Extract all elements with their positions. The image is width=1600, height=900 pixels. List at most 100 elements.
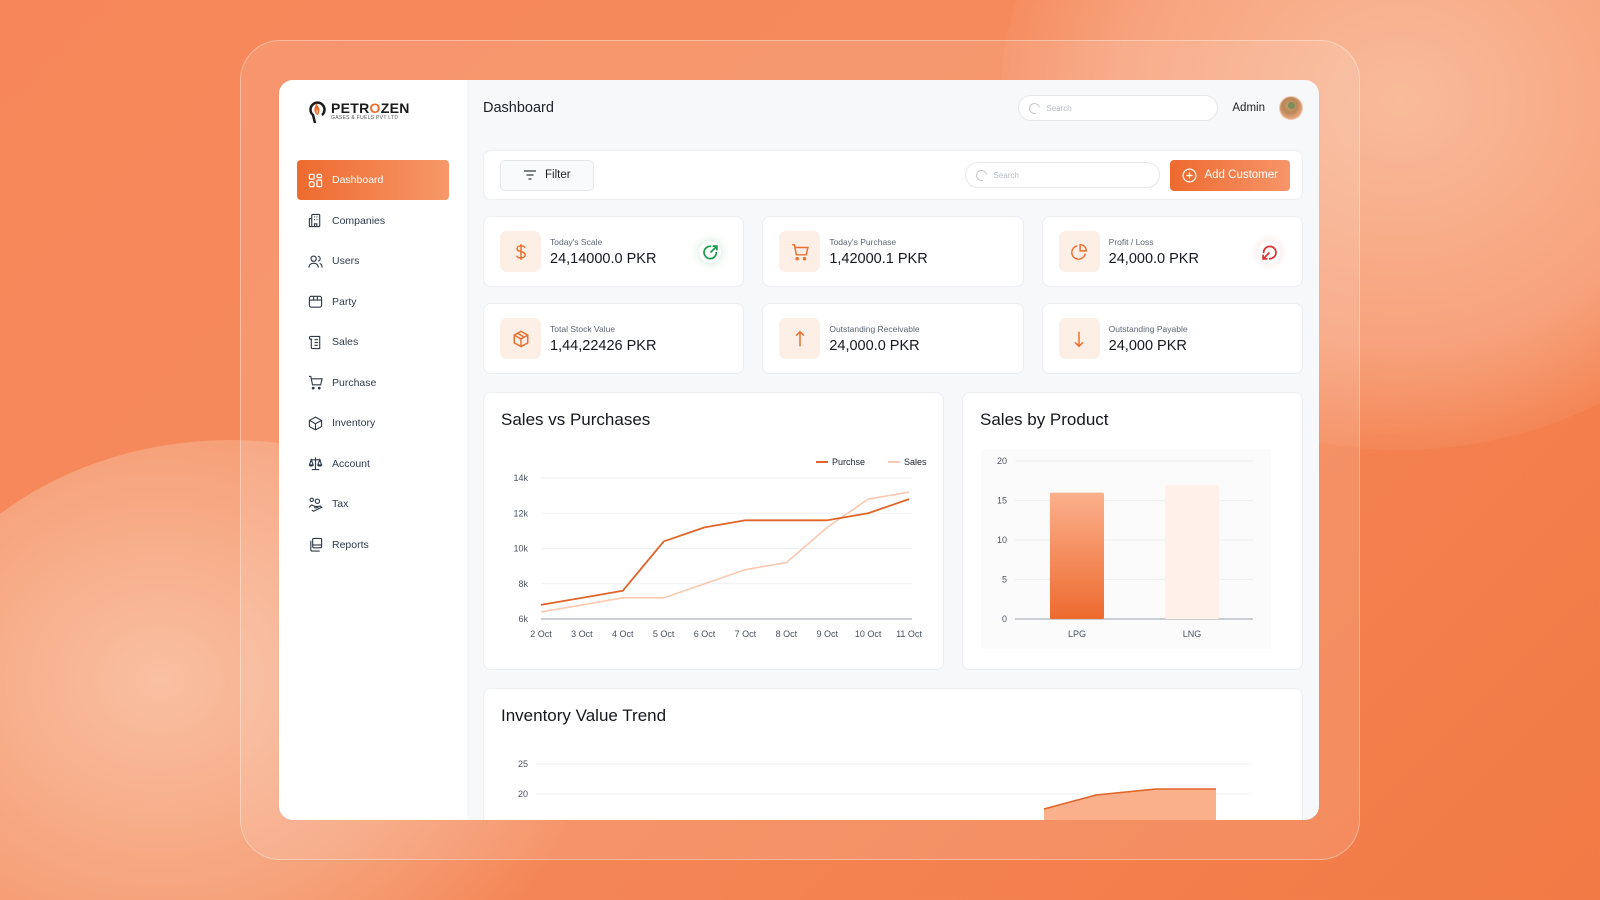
receipt-icon bbox=[308, 335, 321, 349]
sidebar-item-label: Dashboard bbox=[332, 174, 384, 186]
stat-label: Today's Purchase bbox=[829, 236, 897, 247]
sales-by-product-chart[interactable]: 0 5 10 15 20 LPG LNG bbox=[963, 393, 1285, 671]
sidebar-item-label: Account bbox=[332, 457, 370, 470]
avatar[interactable] bbox=[1279, 96, 1303, 120]
stat-label: Outstanding Payable bbox=[1108, 323, 1188, 334]
filter-button[interactable]: Filter bbox=[500, 159, 594, 191]
building-icon bbox=[308, 213, 321, 228]
sidebar-item-label: Party bbox=[332, 295, 357, 308]
charts-row: Sales vs Purchases 6k 8k 10k 12k 14k 2 Oct 3 O… bbox=[483, 392, 1303, 670]
sidebar-item-users[interactable]: Users bbox=[297, 241, 449, 281]
sidebar-item-sales[interactable]: Sales bbox=[297, 322, 449, 362]
chart-title: Inventory Value Trend bbox=[501, 706, 667, 725]
stats-grid: Today's Scale 24,14000.0 PKR Today's Purc… bbox=[483, 216, 1303, 374]
stat-label: Total Stock Value bbox=[550, 323, 616, 334]
sidebar-item-dashboard[interactable]: Dashboard bbox=[297, 160, 449, 200]
svg-text:3 Oct: 3 Oct bbox=[571, 629, 593, 639]
stat-card-outstanding-receivable[interactable]: Outstanding Receivable 24,000.0 PKR bbox=[762, 303, 1024, 374]
svg-text:25: 25 bbox=[518, 759, 528, 769]
sales-vs-purchases-chart[interactable]: 6k 8k 10k 12k 14k 2 Oct 3 Oct 4 Oct 5 Oct 6 Oct 7 … bbox=[484, 393, 945, 671]
stat-value: 1,42000.1 PKR bbox=[829, 250, 928, 267]
filter-icon bbox=[524, 170, 536, 180]
stat-card-todays-scale[interactable]: Today's Scale 24,14000.0 PKR bbox=[483, 216, 745, 287]
stat-card-profit-loss[interactable]: Profit / Loss 24,000.0 PKR bbox=[1041, 216, 1303, 287]
chart-title: Sales by Product bbox=[980, 410, 1109, 429]
cart-icon bbox=[791, 243, 809, 260]
stat-value: 1,44,22426 PKR bbox=[550, 337, 657, 354]
sidebar-item-party[interactable]: Party bbox=[297, 282, 449, 322]
sales-by-product-card: Sales by Product 0 5 10 15 20 LPG LNG bbox=[962, 392, 1303, 670]
customer-search-input[interactable]: Search bbox=[965, 162, 1161, 188]
hand-coins-icon bbox=[308, 497, 323, 512]
search-icon bbox=[974, 167, 990, 183]
pie-icon bbox=[1071, 243, 1088, 260]
svg-text:2 Oct: 2 Oct bbox=[530, 629, 552, 639]
svg-text:LPG: LPG bbox=[1068, 629, 1086, 639]
package-icon bbox=[513, 330, 528, 347]
users-icon bbox=[308, 255, 323, 268]
arrow-down-icon bbox=[1074, 331, 1084, 347]
svg-text:7 Oct: 7 Oct bbox=[735, 629, 757, 639]
sidebar-item-purchase[interactable]: Purchase bbox=[297, 363, 449, 403]
box-icon bbox=[308, 295, 323, 308]
add-customer-label: Add Customer bbox=[1204, 169, 1278, 181]
trend-up-icon bbox=[699, 241, 721, 263]
dashboard-icon bbox=[308, 173, 323, 187]
stat-label: Outstanding Receivable bbox=[829, 323, 920, 334]
sidebar-item-label: Sales bbox=[332, 336, 359, 348]
sidebar-item-label: Tax bbox=[332, 498, 349, 510]
trend-down-icon bbox=[1258, 241, 1280, 263]
sidebar-item-tax[interactable]: Tax bbox=[297, 484, 449, 524]
sidebar-item-label: Inventory bbox=[332, 417, 376, 429]
add-customer-button[interactable]: Add Customer bbox=[1170, 159, 1290, 191]
plus-circle-icon bbox=[1182, 168, 1197, 182]
search-placeholder: Search bbox=[1046, 103, 1072, 113]
brand-tagline: GASES & FUELS PVT LTD bbox=[331, 114, 399, 121]
scale-icon bbox=[308, 457, 323, 471]
svg-text:LNG: LNG bbox=[1183, 629, 1202, 639]
arrow-up-icon bbox=[795, 330, 805, 346]
svg-text:14k: 14k bbox=[513, 473, 528, 483]
svg-text:12k: 12k bbox=[513, 508, 528, 518]
user-name[interactable]: Admin bbox=[1232, 102, 1265, 114]
svg-text:10k: 10k bbox=[513, 544, 528, 554]
sidebar-nav: Dashboard Companies Users Party Sales Pu… bbox=[297, 160, 449, 565]
page-title: Dashboard bbox=[483, 100, 554, 116]
svg-text:Sales: Sales bbox=[904, 457, 927, 467]
stat-card-outstanding-payable[interactable]: Outstanding Payable 24,000 PKR bbox=[1041, 303, 1303, 374]
svg-text:6k: 6k bbox=[518, 614, 528, 624]
sidebar-item-reports[interactable]: Reports bbox=[297, 525, 449, 565]
sidebar-item-label: Purchase bbox=[332, 376, 377, 389]
svg-text:Purchse: Purchse bbox=[832, 457, 865, 467]
svg-text:15: 15 bbox=[997, 496, 1007, 506]
search-icon bbox=[1027, 100, 1043, 116]
brand-logo[interactable]: PETROZEN GASES & FUELS PVT LTD bbox=[307, 94, 449, 126]
stat-label: Profit / Loss bbox=[1108, 236, 1154, 247]
svg-text:10 Oct: 10 Oct bbox=[855, 629, 882, 639]
search-placeholder: Search bbox=[993, 170, 1019, 180]
stat-value: 24,14000.0 PKR bbox=[550, 250, 657, 267]
dollar-icon bbox=[515, 243, 526, 260]
inventory-value-trend-chart[interactable]: 25 20 bbox=[484, 689, 1286, 820]
book-icon bbox=[310, 537, 323, 552]
sales-vs-purchases-card: Sales vs Purchases 6k 8k 10k 12k 14k 2 Oct 3 O… bbox=[483, 392, 944, 670]
header-search-input[interactable]: Search bbox=[1018, 95, 1219, 121]
toolbar: Filter Search Add Customer bbox=[483, 150, 1303, 200]
svg-text:5 Oct: 5 Oct bbox=[653, 629, 675, 639]
sidebar-item-account[interactable]: Account bbox=[297, 444, 449, 484]
svg-text:6 Oct: 6 Oct bbox=[694, 629, 716, 639]
app-window: PETROZEN GASES & FUELS PVT LTD Dashboard… bbox=[279, 80, 1319, 820]
topbar: Dashboard Search Admin bbox=[483, 80, 1303, 136]
svg-text:8k: 8k bbox=[518, 579, 528, 589]
svg-text:0: 0 bbox=[1002, 614, 1007, 624]
sidebar-item-inventory[interactable]: Inventory bbox=[297, 403, 449, 443]
sidebar-item-companies[interactable]: Companies bbox=[297, 201, 449, 241]
main-content: Dashboard Search Admin Filter Search bbox=[467, 80, 1319, 820]
stat-card-total-stock-value[interactable]: Total Stock Value 1,44,22426 PKR bbox=[483, 303, 745, 374]
stat-card-todays-purchase[interactable]: Today's Purchase 1,42000.1 PKR bbox=[762, 216, 1024, 287]
sidebar-item-label: Users bbox=[332, 255, 360, 267]
inventory-value-trend-card: Inventory Value Trend 25 20 bbox=[483, 688, 1303, 820]
cube-icon bbox=[308, 415, 323, 431]
flame-logo-icon bbox=[309, 101, 326, 124]
stat-label: Today's Scale bbox=[550, 236, 603, 247]
